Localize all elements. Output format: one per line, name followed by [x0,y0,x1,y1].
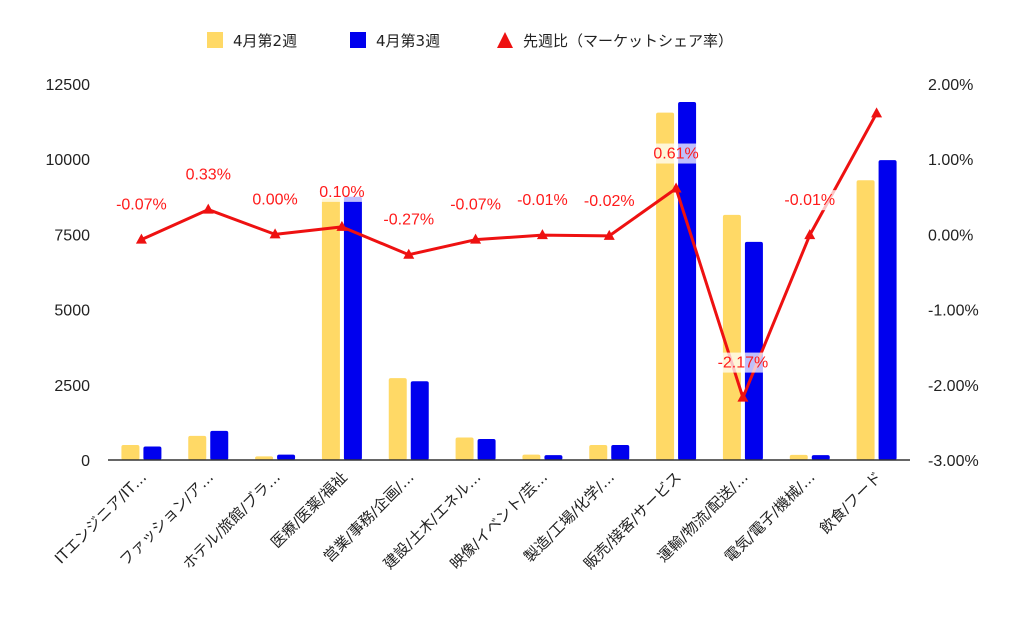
bar-week3 [611,444,630,460]
left-axis: 0 2500 5000 7500 10000 12500 [46,77,91,470]
bar-week2 [856,180,875,461]
share-marker [871,107,883,118]
bar-week2 [455,437,474,460]
legend-swatch-1 [350,32,366,48]
share-marker [603,229,615,240]
share-marker [470,233,482,244]
share-marker [804,229,816,240]
left-tick-label: 7500 [54,227,90,244]
share-marker [737,391,749,402]
data-label: -0.27% [383,212,434,229]
share-marker [336,220,348,231]
bar-week2 [255,456,274,460]
share-marker [536,229,548,240]
bar-week3 [744,241,763,460]
data-label: -0.01% [517,192,568,209]
category-labels: ITエンジニア/IT…ファッション/ア…ホテル/旅館/ブラ…医療/医薬/福祉営業… [51,468,885,573]
share-marker [269,228,281,239]
data-label-bg [249,189,301,210]
left-tick-label: 0 [81,453,90,470]
left-tick-label: 5000 [54,303,90,320]
bar-week3 [477,438,496,460]
right-tick-label: -2.00% [928,378,979,395]
right-tick-label: 0.00% [928,227,973,244]
bar-week3 [811,455,830,460]
bar-week2 [589,444,608,460]
bar-week3 [544,455,563,460]
data-label: 0.61% [653,146,698,163]
category-label: 飲食/フード [816,468,885,537]
left-tick-label: 12500 [46,77,91,94]
right-tick-label: -3.00% [928,453,979,470]
bar-week3 [410,381,429,460]
data-labels: -0.07%0.33%0.00% 0.10%-0.27%-0.07% -0.01% -… [111,143,840,373]
bar-week2 [722,214,741,460]
data-label-bg [579,190,640,211]
legend-label-0: 4月第2週 [233,32,297,50]
bar-week2 [789,454,808,460]
data-label: 0.10% [319,184,364,201]
left-tick-label: 10000 [46,152,91,169]
bar-week2 [388,378,407,460]
share-marker [202,203,214,214]
data-label-bg [182,164,234,185]
bar-week3 [343,196,362,461]
bar-week2 [121,444,140,460]
data-label-bg [779,190,840,211]
right-tick-label: -1.00% [928,303,979,320]
data-label: -0.07% [116,197,167,214]
legend: 4月第2週 4月第3週 先週比（マーケットシェア率） [207,32,733,50]
share-marker [670,182,682,193]
share-marker [403,248,415,259]
data-label-bg [445,194,506,215]
legend-swatch-0 [207,32,223,48]
right-tick-label: 1.00% [928,152,973,169]
bar-week3 [143,446,162,460]
data-label-bg [712,352,773,373]
share-marker [135,233,147,244]
bar-week3 [678,102,697,460]
legend-label-2: 先週比（マーケットシェア率） [523,32,733,50]
bar-week2 [656,112,675,461]
data-label-bg [650,143,702,164]
legend-label-1: 4月第3週 [376,32,440,50]
data-label-bg [378,209,439,230]
data-label: -0.01% [784,192,835,209]
data-label-bg [512,190,573,211]
bars [121,102,897,461]
right-tick-label: 2.00% [928,77,973,94]
data-label: -0.02% [584,193,635,210]
data-label: 0.33% [186,167,231,184]
legend-swatch-2 [497,32,513,48]
bar-week2 [522,454,541,460]
right-axis: -3.00% -2.00% -1.00% 0.00% 1.00% 2.00% [928,77,979,470]
data-label-bg [316,181,368,202]
bar-week2 [321,198,340,460]
data-label-bg [111,194,172,215]
bar-week2 [188,435,207,460]
bar-week3 [210,430,229,460]
data-label: 0.00% [252,191,297,208]
data-label: -0.07% [450,197,501,214]
left-tick-label: 2500 [54,378,90,395]
bar-week3 [277,454,296,460]
bar-week3 [878,160,897,460]
data-label: -2.17% [718,355,769,372]
